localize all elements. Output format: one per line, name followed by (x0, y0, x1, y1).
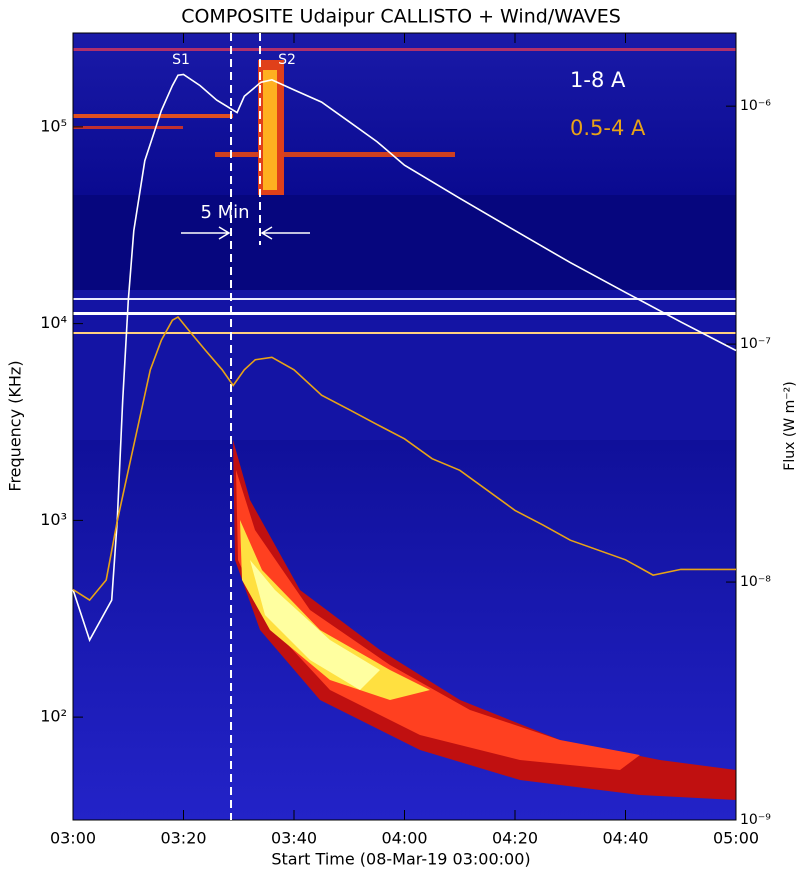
flux-line (72, 73, 737, 643)
arrows (181, 226, 310, 240)
y2-tick-label: 10⁻⁷ (740, 336, 771, 352)
annotation: 5 Min (200, 202, 249, 223)
chart-title: COMPOSITE Udaipur CALLISTO + Wind/WAVES (181, 6, 621, 28)
y2-axis-label: Flux (W m⁻²) (782, 381, 798, 470)
x-tick-label: 05:00 (713, 829, 759, 848)
x-tick-label: 04:40 (602, 829, 648, 848)
x-axis-label: Start Time (08-Mar-19 03:00:00) (271, 850, 530, 869)
x-tick-label: 03:20 (160, 829, 206, 848)
spectrogram (73, 33, 736, 820)
x-tick-label: 03:00 (50, 829, 96, 848)
y-tick-label: 10² (40, 707, 67, 726)
legend-entry: 0.5-4 A (570, 116, 646, 140)
x-tick-label: 04:20 (492, 829, 538, 848)
y2-tick-label: 10⁻⁹ (740, 812, 771, 828)
y2-tick-label: 10⁻⁶ (740, 98, 771, 114)
annotation: S2 (278, 52, 296, 68)
x-tick-label: 03:40 (271, 829, 317, 848)
y-tick-label: 10⁵ (40, 116, 67, 135)
y-tick-label: 10⁴ (40, 313, 67, 332)
y-axis-label: Frequency (KHz) (6, 360, 25, 491)
flux-line (72, 315, 736, 602)
x-tick-label: 04:00 (381, 829, 427, 848)
annotation: S1 (172, 52, 190, 68)
y2-tick-label: 10⁻⁸ (740, 574, 771, 590)
legend-entry: 1-8 A (570, 68, 626, 92)
y-tick-label: 10³ (40, 510, 67, 529)
